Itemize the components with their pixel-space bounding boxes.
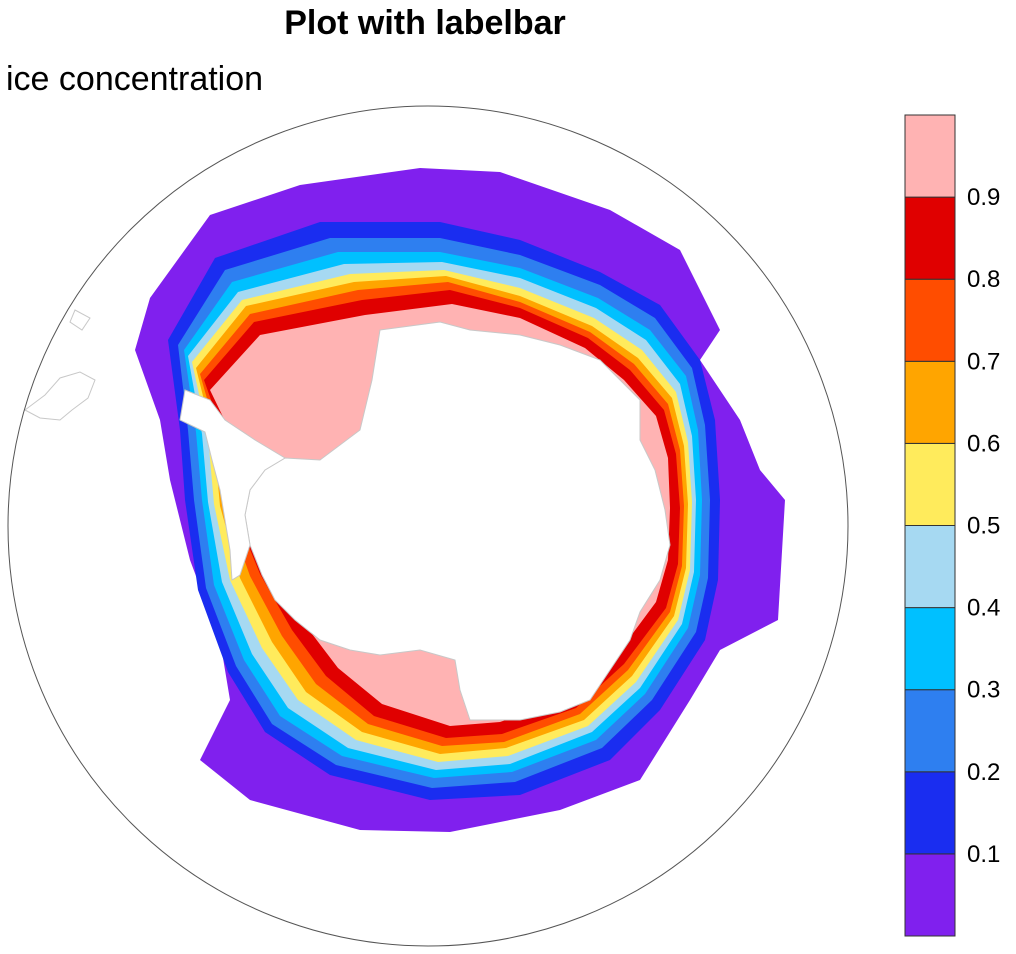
labelbar-tick-label: 0.9 (967, 184, 1000, 211)
labelbar-tick-label: 0.4 (967, 595, 1000, 622)
labelbar-box-1 (904, 771, 956, 855)
labelbar-box-0 (904, 853, 956, 937)
plot-subtitle: ice concentration (6, 60, 264, 98)
labelbar-box-4 (904, 525, 956, 609)
map-content (24, 168, 785, 832)
plot-title: Plot with labelbar (284, 4, 566, 42)
map-border (7, 105, 849, 947)
labelbar-box-2 (904, 689, 956, 773)
labelbar-box-8 (904, 196, 956, 280)
antarctic-peninsula (179, 389, 286, 581)
antarctica-landmass (244, 321, 671, 721)
labelbar-box-9 (904, 114, 956, 198)
labelbar-tick-label: 0.7 (967, 348, 1000, 375)
labelbar-tick-label: 0.2 (967, 759, 1000, 786)
labelbar-tick-label: 0.6 (967, 430, 1000, 457)
labelbar-box-7 (904, 278, 956, 362)
labelbar-box-3 (904, 607, 956, 691)
polar-map (7, 105, 849, 947)
island-coastline (69, 309, 91, 331)
labelbar-tick-label: 0.8 (967, 266, 1000, 293)
labelbar-tick-label: 0.1 (967, 841, 1000, 868)
labelbar-box-5 (904, 442, 956, 526)
labelbar-tick-label: 0.5 (967, 513, 1000, 540)
south-america-coastline (24, 371, 96, 421)
labelbar-boxes (904, 114, 956, 937)
labelbar-labels: 0.1 0.2 0.3 0.4 0.5 0.6 0.7 0.8 0.9 (967, 184, 1000, 868)
labelbar-tick-label: 0.3 (967, 677, 1000, 704)
labelbar-box-6 (904, 360, 956, 444)
